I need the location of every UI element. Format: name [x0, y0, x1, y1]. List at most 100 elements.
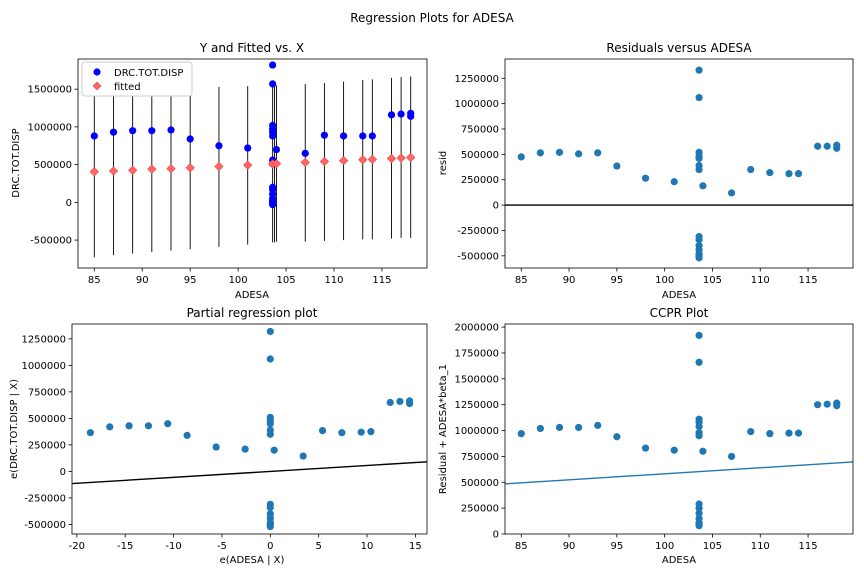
- partial-point: [405, 399, 414, 408]
- observed-point: [109, 128, 118, 136]
- x-tick-label: 95: [610, 541, 623, 552]
- residual-point: [695, 165, 703, 174]
- y-tick-label: 1000000: [454, 99, 499, 110]
- y-tick-label: -500000: [457, 251, 499, 262]
- x-tick-label: -15: [117, 541, 133, 552]
- partial-point: [338, 429, 346, 437]
- plot-frame: [504, 323, 854, 535]
- fitted-point: [147, 164, 157, 174]
- ccpr-point: [575, 423, 583, 432]
- ccpr-point: [823, 400, 831, 408]
- residual-point: [695, 235, 703, 244]
- observed-point: [397, 110, 405, 118]
- ccpr-point: [794, 429, 803, 437]
- partial-point: [164, 420, 172, 428]
- ccpr-point: [695, 358, 703, 366]
- x-tick-label: -10: [165, 541, 181, 552]
- ccpr-point: [699, 447, 707, 455]
- panel1-title: Y and Fitted vs. X: [199, 41, 304, 55]
- partial-point: [125, 422, 133, 430]
- y-tick-label: 750000: [28, 387, 66, 398]
- panel-residuals: Residuals versus ADESA ADESA resid 85 90 9…: [438, 41, 854, 301]
- ccpr-point: [641, 444, 650, 452]
- residual-point: [823, 142, 831, 150]
- ccpr-point: [695, 422, 703, 431]
- y-tick-label: 500000: [461, 150, 499, 161]
- x-tick-label: 115: [799, 275, 818, 286]
- residual-point: [814, 142, 822, 150]
- y-tick-label: -500000: [24, 520, 66, 531]
- observed-point: [186, 135, 194, 143]
- y-tick-label: 250000: [461, 504, 499, 515]
- ccpr-point: [594, 421, 602, 429]
- y-tick-label: 0: [60, 467, 66, 478]
- panel4-plot: 85 90 95 100 105 110 115 0 250000 500000 750000 100…: [454, 323, 854, 552]
- x-tick-label: 115: [799, 541, 818, 552]
- ccpr-point: [613, 433, 621, 441]
- fitted-point: [396, 153, 406, 163]
- x-tick-label: 110: [751, 275, 770, 286]
- observed-point: [215, 142, 223, 150]
- y-tick-label: 500000: [461, 478, 499, 489]
- legend-marker-fitted: [92, 81, 102, 91]
- residual-point: [699, 182, 707, 190]
- partial-point: [241, 445, 249, 453]
- panel1-legend: DRC.TOT.DISP fitted: [81, 61, 193, 97]
- partial-point: [270, 446, 278, 454]
- ccpr-point: [555, 423, 564, 432]
- x-tick-label: 105: [277, 275, 296, 286]
- ccpr-line: [505, 461, 853, 485]
- x-tick-label: 85: [515, 541, 528, 552]
- observed-point: [129, 127, 137, 135]
- observed-point: [359, 132, 367, 140]
- partial-point: [367, 428, 375, 436]
- fitted-point: [128, 165, 138, 175]
- observed-point: [272, 145, 281, 154]
- y-tick-label: 1250000: [454, 74, 499, 85]
- x-tick-label: 115: [372, 275, 391, 286]
- ccpr-point: [833, 402, 841, 410]
- fitted-point: [271, 159, 282, 169]
- ccpr-point: [695, 432, 703, 440]
- fitted-point: [386, 153, 397, 164]
- observed-point: [407, 112, 415, 120]
- ccpr-point: [695, 509, 703, 517]
- residual-point: [833, 144, 841, 152]
- partial-point: [386, 398, 394, 407]
- ccpr-point: [695, 504, 703, 512]
- residual-point: [766, 169, 774, 177]
- residual-point: [747, 165, 755, 174]
- residual-point: [695, 93, 703, 102]
- x-tick-label: 100: [229, 275, 248, 286]
- ccpr-point: [785, 429, 793, 437]
- x-tick-label: 85: [515, 275, 528, 286]
- fitted-point: [214, 161, 224, 172]
- observed-point: [269, 61, 277, 69]
- x-tick-label: -20: [69, 541, 85, 552]
- legend-label-observed: DRC.TOT.DISP: [114, 68, 183, 79]
- partial-point: [266, 355, 274, 363]
- partial-point: [266, 420, 274, 428]
- fitted-point: [300, 157, 310, 167]
- ccpr-point: [727, 452, 736, 461]
- residual-point: [536, 149, 544, 157]
- residual-point: [794, 170, 803, 178]
- legend-box: [81, 61, 193, 97]
- observed-point: [244, 144, 252, 152]
- panel2-xlabel: ADESA: [662, 290, 696, 301]
- y-tick-label: -500000: [30, 236, 72, 247]
- plot-frame: [77, 58, 428, 269]
- y-tick-label: 0: [493, 201, 499, 212]
- fitted-point: [406, 152, 416, 163]
- y-tick-label: 750000: [461, 452, 499, 463]
- fitted-point: [108, 166, 119, 176]
- y-tick-label: 250000: [28, 440, 66, 451]
- plot-frame: [71, 323, 428, 535]
- y-tick-label: 250000: [461, 175, 499, 186]
- residual-point: [517, 153, 525, 161]
- residual-point: [613, 162, 621, 170]
- partial-point: [212, 443, 220, 451]
- residual-point: [785, 170, 793, 178]
- x-tick-label: 15: [409, 541, 422, 552]
- partial-point: [266, 430, 274, 438]
